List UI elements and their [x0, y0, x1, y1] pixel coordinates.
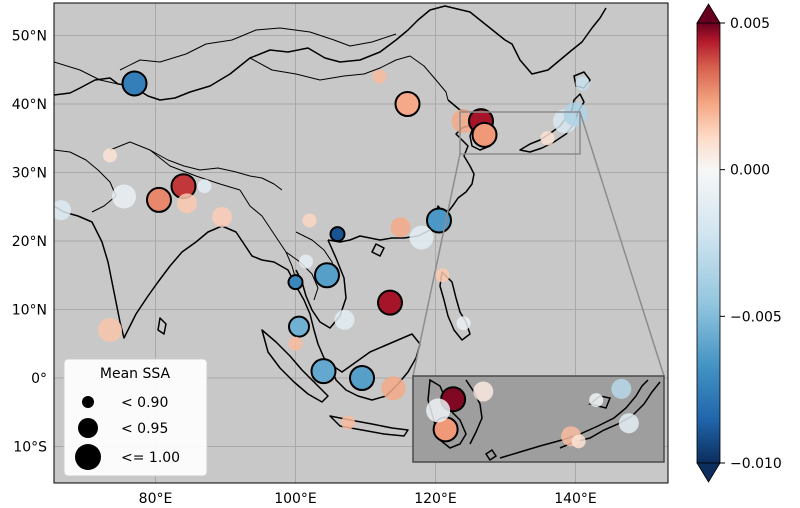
colorbar-ticks: 0.005 0.000 −0.005 −0.010: [720, 16, 782, 472]
site-japan-b: [563, 102, 588, 127]
site-borneo-a: [349, 365, 375, 391]
site-gulf-thailand: [288, 315, 310, 338]
inset-japan-c: [611, 378, 632, 399]
lon-label: 140°E: [554, 491, 597, 507]
lat-label: 10°S: [13, 440, 47, 456]
colorbar-tick-label: 0.005: [730, 16, 770, 32]
zoom-indicator: [412, 111, 665, 377]
inset-site-markers: [426, 378, 639, 449]
inset-japan-b: [571, 434, 586, 449]
longitude-labels: 80°E 100°E 120°E 140°E: [139, 491, 597, 507]
site-indochina-a: [314, 262, 340, 289]
colorbar-extend-max: [696, 3, 721, 24]
site-taiwan-b: [409, 225, 434, 250]
coastline-indochina: [295, 239, 347, 329]
site-india-c: [212, 207, 232, 228]
colorbar-tick-label: −0.005: [730, 309, 782, 325]
coastlines: [54, 5, 607, 437]
site-india-south: [98, 318, 122, 343]
coastline-sumatra: [261, 329, 329, 403]
coastline-philippines: [439, 271, 471, 341]
site-pakistan-a: [54, 200, 71, 221]
latitude-labels: 50°N 40°N 30°N 20°N 10°N 0° 10°S: [12, 29, 47, 456]
border-thai: [285, 251, 319, 301]
site-nepal-c: [197, 179, 212, 194]
border-kazakh: [54, 61, 119, 85]
inset-tsushima: [484, 448, 498, 462]
border-mongolia: [249, 55, 411, 81]
coastline-hainan: [371, 243, 385, 257]
site-beijing: [394, 91, 421, 117]
border-afpak: [54, 149, 117, 213]
border-china-north: [119, 27, 397, 71]
site-india-b: [146, 186, 172, 213]
lon-label: 80°E: [139, 491, 173, 507]
site-japan-c: [575, 76, 590, 91]
map-frame: [53, 2, 669, 484]
country-borders: [54, 27, 449, 301]
site-mongolia: [372, 69, 387, 84]
site-india-a: [112, 184, 136, 209]
legend-marker-medium: [78, 418, 98, 438]
border-china-west: [109, 141, 283, 191]
site-kazakhstan: [121, 70, 148, 97]
lon-label: 120°E: [414, 491, 457, 507]
colorbar-body: [696, 22, 721, 464]
site-markers: [54, 69, 590, 430]
zoom-source-box: [459, 111, 581, 155]
inset-japan-coast: [499, 379, 649, 459]
inset-korea-light-b: [473, 381, 494, 402]
inset-map: [412, 375, 665, 463]
site-singapore: [310, 358, 337, 385]
lon-label: 100°E: [274, 491, 317, 507]
border-manchuria: [409, 55, 449, 101]
site-java: [341, 415, 355, 430]
site-malaya: [288, 336, 303, 351]
site-indochina-b: [287, 274, 304, 291]
site-philippines: [456, 316, 471, 331]
zoom-line-left: [412, 153, 461, 377]
lat-label: 50°N: [12, 29, 47, 45]
colorbar-tick-label: −0.010: [730, 456, 782, 472]
border-nepal: [149, 149, 241, 191]
lat-label: 20°N: [12, 234, 47, 250]
site-kunming: [302, 213, 317, 228]
legend: Mean SSA < 0.90 < 0.95 <= 1.00: [63, 358, 208, 477]
site-nepal-b: [177, 193, 197, 214]
site-pakistan-b: [103, 148, 117, 163]
border-myanmar: [239, 189, 297, 281]
legend-box: [63, 358, 208, 477]
lat-label: 40°N: [12, 97, 47, 113]
coastline-india: [54, 205, 331, 365]
lat-label: 0°: [31, 371, 47, 387]
colorbar-tick-label: 0.000: [730, 163, 770, 179]
site-indochina-c: [299, 254, 313, 269]
site-korea-c: [471, 121, 498, 148]
site-vietnam: [334, 309, 355, 330]
legend-title: Mean SSA: [100, 366, 171, 382]
legend-marker-small: [82, 396, 94, 408]
colorbar: 0.005 0.000 −0.005 −0.010: [696, 3, 782, 483]
inset-japan-e: [618, 413, 639, 434]
zoom-line-right: [579, 111, 665, 377]
lat-label: 30°N: [12, 166, 47, 182]
legend-marker-large: [75, 444, 101, 470]
lat-label: 10°N: [12, 303, 47, 319]
site-japan-d: [540, 131, 555, 146]
legend-label-small: < 0.90: [121, 395, 168, 411]
site-philippines-b: [435, 268, 450, 283]
inset-korea-light-a: [426, 398, 451, 423]
colorbar-extend-min: [696, 462, 721, 483]
coastline-sri-lanka: [157, 317, 167, 335]
legend-label-medium: < 0.95: [121, 421, 168, 437]
site-laos-a: [329, 226, 346, 243]
site-borneo-b: [381, 376, 406, 401]
site-scs: [377, 289, 403, 316]
coastline-borneo: [329, 333, 421, 401]
site-guangdong: [390, 217, 411, 238]
inset-japan-d: [589, 393, 604, 408]
inset-korea-east: [465, 379, 483, 445]
legend-label-large: <= 1.00: [121, 450, 180, 466]
